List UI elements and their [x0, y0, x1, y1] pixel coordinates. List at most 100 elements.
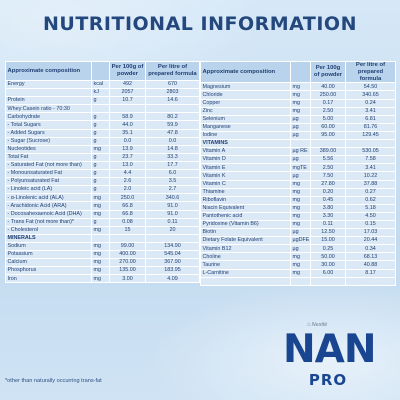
cell-per-litre: 17.03	[345, 228, 396, 238]
cell-nutrient: Calcium	[5, 258, 92, 268]
table-row: - Added Sugars g 35.1 47.8	[5, 128, 200, 138]
cell-nutrient: Vitamin D	[200, 155, 291, 165]
cell-per-100g: 3.00	[109, 274, 146, 284]
cell-unit: g	[91, 136, 110, 146]
table-row: kJ 2057 2803	[5, 88, 200, 98]
header-per-litre: Per litre of prepared formula	[145, 61, 200, 81]
table-row: Magnesium mg 40.00 54.50	[200, 82, 396, 92]
cell-per-litre: 530.05	[345, 147, 396, 157]
cell-unit: mg	[290, 90, 311, 100]
cell-unit: µgDFE	[290, 236, 311, 246]
cell-unit: mg	[290, 82, 311, 92]
cell-per-litre: 20.44	[345, 236, 396, 246]
nutrition-table-left: Approximate composition Per 100g of powd…	[5, 61, 200, 284]
table-row: Carbohydrate g 58.9 80.2	[5, 112, 200, 122]
table-row: Choline mg 50.00 68.13	[200, 252, 396, 262]
table-row: - Arachidonic Acid (ARA) mg 66.8 91.0	[5, 201, 200, 211]
table-row: - Monounsaturated Fat g 4.4 6.0	[5, 169, 200, 179]
cell-per-100g	[109, 233, 146, 243]
cell-nutrient: VITAMINS	[200, 139, 291, 149]
cell-per-100g: 40.00	[310, 82, 346, 92]
cell-per-litre: 0.11	[145, 217, 200, 227]
header-per-100g: Per 100g of powder	[109, 61, 146, 81]
table-row: Nucleotides mg 13.9 14.8	[5, 144, 200, 154]
cell-unit: mg	[91, 225, 110, 235]
table-row: Manganese µg 60.00 81.76	[200, 122, 396, 132]
table-row: Biotin µg 12.50 17.03	[200, 228, 396, 238]
table-row: MINERALS	[5, 233, 200, 243]
cell-per-100g: 7.50	[310, 171, 346, 181]
table-row: - Sugar (Sucrose) g 0.0 0.0	[5, 136, 200, 146]
cell-unit: mg	[91, 266, 110, 276]
cell-nutrient: Pyridoxine (Vitamin B6)	[200, 219, 291, 230]
table-row: - α-Linolenic acid (ALA) mg 250.0 340.6	[5, 193, 200, 203]
cell-per-litre: 0.34	[345, 244, 396, 254]
cell-nutrient: Whey:Casein ratio - 70:30	[5, 104, 92, 114]
table-row: - Linoleic acid (LA) g 2.0 2.7	[5, 185, 200, 195]
cell-per-litre: 54.50	[345, 82, 396, 92]
cell-nutrient: - Docosahexaenoic Acid (DHA)	[5, 209, 92, 219]
cell-per-litre: 0.15	[345, 219, 396, 230]
cell-per-litre: 0.0	[145, 136, 200, 146]
table-row: Copper mg 0.17 0.24	[200, 98, 396, 108]
cell-per-litre: 3.41	[345, 163, 396, 173]
cell-unit: µg	[290, 155, 311, 165]
cell-unit: mg	[290, 203, 311, 213]
cell-per-100g	[109, 104, 146, 114]
table-row: Iodine µg 95.00 129.45	[200, 130, 396, 141]
header-unit	[290, 60, 311, 84]
cell-nutrient: - Cholesterol	[5, 225, 92, 235]
table-row: Vitamin B12 µg 0.25 0.34	[200, 244, 396, 254]
cell-per-100g: 0.11	[310, 219, 346, 230]
cell-nutrient: Selenium	[200, 114, 291, 124]
cell-per-litre: 5.18	[345, 203, 396, 213]
cell-unit: mg	[91, 249, 110, 260]
cell-per-litre	[145, 104, 200, 114]
cell-per-litre: 2803	[145, 88, 200, 98]
cell-per-100g: 0.25	[310, 244, 346, 254]
cell-per-100g: 3.30	[310, 211, 346, 221]
cell-unit: mg	[290, 211, 311, 221]
cell-nutrient	[5, 88, 92, 98]
cell-nutrient: Manganese	[200, 122, 291, 132]
cell-per-100g: 13.9	[109, 144, 146, 154]
header-composition: Approximate composition	[200, 60, 291, 84]
cell-unit: mg	[91, 144, 110, 154]
cell-unit: g	[91, 120, 110, 130]
cell-unit: g	[91, 217, 110, 227]
cell-per-litre: 4.50	[345, 211, 396, 221]
cell-per-litre	[145, 233, 200, 243]
cell-per-100g: 2057	[109, 88, 146, 98]
cell-per-litre: 670	[145, 79, 200, 90]
cell-unit	[91, 233, 110, 243]
cell-per-litre: 10.22	[345, 171, 396, 181]
cell-per-100g: 13.0	[109, 160, 146, 171]
cell-per-100g: 66.8	[109, 201, 146, 211]
cell-per-100g: 58.9	[109, 112, 146, 122]
cell-per-100g: 30.00	[310, 260, 346, 270]
cell-nutrient: Vitamin K	[200, 171, 291, 181]
cell-per-100g: 0.17	[310, 98, 346, 108]
cell-per-100g: 135.00	[109, 266, 146, 276]
cell-per-100g	[310, 139, 346, 149]
cell-unit: mg	[290, 252, 311, 262]
cell-nutrient: - Monounsaturated Fat	[5, 169, 92, 179]
cell-per-litre: 14.8	[145, 144, 200, 154]
table-row: Selenium µg 5.00 6.81	[200, 114, 396, 124]
cell-empty	[200, 276, 291, 286]
cell-nutrient: Zinc	[200, 106, 291, 116]
table-row: Pyridoxine (Vitamin B6) mg 0.11 0.15	[200, 219, 396, 230]
cell-per-100g: 2.0	[109, 185, 146, 195]
cell-per-litre: 8.17	[345, 268, 396, 278]
cell-per-litre: 20	[145, 225, 200, 235]
cell-per-litre: 367.90	[145, 258, 200, 268]
cell-per-litre: 47.8	[145, 128, 200, 138]
page-title: NUTRITIONAL INFORMATION	[43, 13, 357, 35]
cell-per-100g: 10.7	[109, 96, 146, 106]
cell-per-100g: 492	[109, 79, 146, 90]
cell-per-litre: 6.0	[145, 169, 200, 179]
cell-nutrient: - α-Linolenic acid (ALA)	[5, 193, 92, 203]
cell-nutrient: Potassium	[5, 249, 92, 260]
